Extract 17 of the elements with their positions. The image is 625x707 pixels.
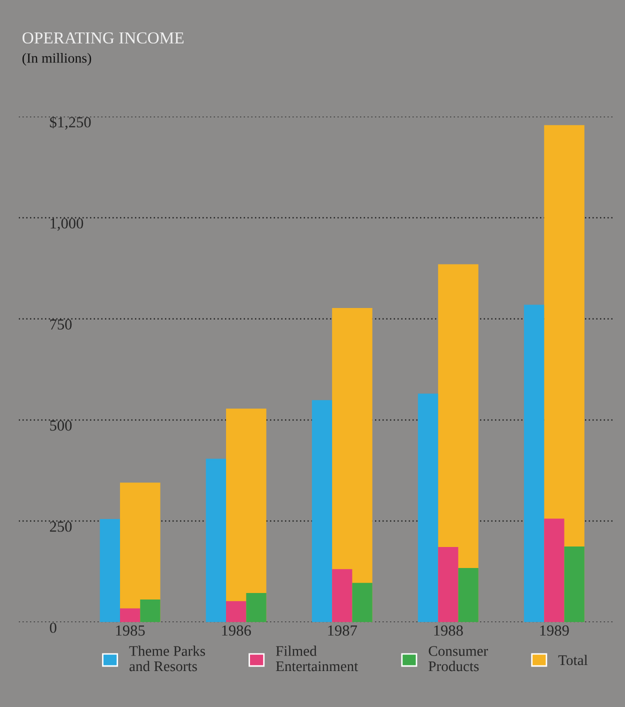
x-tick-label: 1988: [434, 625, 463, 636]
y-tick-label: 500: [50, 420, 72, 431]
y-tick-label: 750: [50, 319, 72, 330]
legend-label: Theme Parks and Resorts: [129, 646, 206, 672]
x-tick-label: 1989: [540, 625, 569, 636]
x-tick-label: 1987: [328, 625, 357, 636]
chart-title: OPERATING INCOME: [22, 32, 184, 44]
y-tick-label: $1,250: [50, 116, 91, 130]
y-tick-label: 1,000: [50, 218, 84, 231]
legend-label: Total: [558, 654, 588, 666]
y-tick-label: 0: [50, 622, 56, 633]
chart-subtitle: (In millions): [22, 53, 92, 66]
legend-label: Consumer Products: [428, 646, 488, 672]
x-tick-label: 1985: [116, 625, 145, 636]
x-tick-label: 1986: [222, 625, 251, 636]
y-tick-label: 250: [50, 522, 72, 532]
legend-label: Filmed Entertainment: [276, 646, 358, 672]
